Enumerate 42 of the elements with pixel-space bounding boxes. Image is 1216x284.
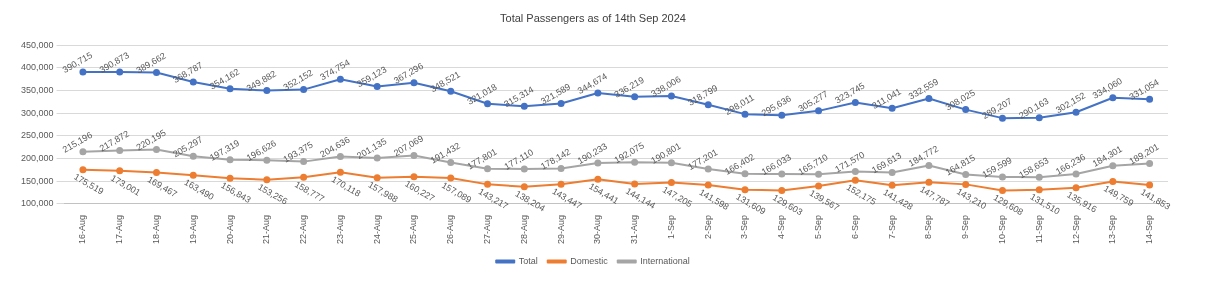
x-tick-label: 23-Aug bbox=[334, 214, 345, 245]
x-tick-label: 18-Aug bbox=[150, 214, 161, 245]
x-tick-label: 30-Aug bbox=[592, 214, 603, 245]
x-tick-label: 17-Aug bbox=[114, 214, 125, 245]
legend-label: Total bbox=[518, 255, 538, 266]
x-tick-label: 22-Aug bbox=[298, 214, 309, 245]
x-tick-label: 29-Aug bbox=[555, 214, 566, 245]
x-tick-label: 16-Aug bbox=[77, 214, 88, 245]
x-tick-label: 9-Sep bbox=[960, 214, 971, 240]
x-tick-label: 4-Sep bbox=[776, 214, 787, 240]
y-tick-label: 150,000 bbox=[20, 175, 54, 186]
x-tick-label: 6-Sep bbox=[849, 214, 860, 240]
y-tick-label: 400,000 bbox=[20, 62, 54, 73]
y-tick-label: 100,000 bbox=[20, 198, 54, 209]
x-tick-label: 5-Sep bbox=[813, 214, 824, 240]
x-tick-label: 12-Sep bbox=[1070, 214, 1081, 245]
x-tick-label: 14-Sep bbox=[1144, 214, 1155, 245]
y-tick-label: 450,000 bbox=[20, 39, 54, 50]
x-tick-label: 20-Aug bbox=[224, 214, 235, 245]
x-tick-label: 13-Sep bbox=[1107, 214, 1118, 245]
x-tick-label: 19-Aug bbox=[187, 214, 198, 245]
chart-title: Total Passengers as of 14th Sep 2024 bbox=[500, 11, 686, 24]
x-tick-label: 1-Sep bbox=[665, 214, 676, 240]
y-tick-label: 250,000 bbox=[20, 130, 54, 141]
y-tick-label: 200,000 bbox=[20, 153, 54, 164]
y-tick-label: 300,000 bbox=[20, 107, 54, 118]
x-tick-label: 10-Sep bbox=[996, 214, 1007, 245]
y-tick-label: 350,000 bbox=[20, 85, 54, 96]
x-tick-label: 25-Aug bbox=[408, 214, 419, 245]
x-tick-label: 26-Aug bbox=[445, 214, 456, 245]
x-tick-label: 31-Aug bbox=[629, 214, 640, 245]
x-tick-label: 3-Sep bbox=[739, 214, 750, 240]
x-tick-label: 2-Sep bbox=[702, 214, 713, 240]
legend-label: Domestic bbox=[570, 255, 609, 266]
x-tick-label: 8-Sep bbox=[923, 214, 934, 240]
x-tick-label: 24-Aug bbox=[371, 214, 382, 245]
legend-label: International bbox=[640, 255, 690, 266]
x-tick-label: 21-Aug bbox=[261, 214, 272, 245]
x-tick-label: 7-Sep bbox=[886, 214, 897, 240]
x-tick-label: 27-Aug bbox=[482, 214, 493, 245]
x-tick-label: 28-Aug bbox=[518, 214, 529, 245]
x-tick-label: 11-Sep bbox=[1033, 214, 1044, 244]
